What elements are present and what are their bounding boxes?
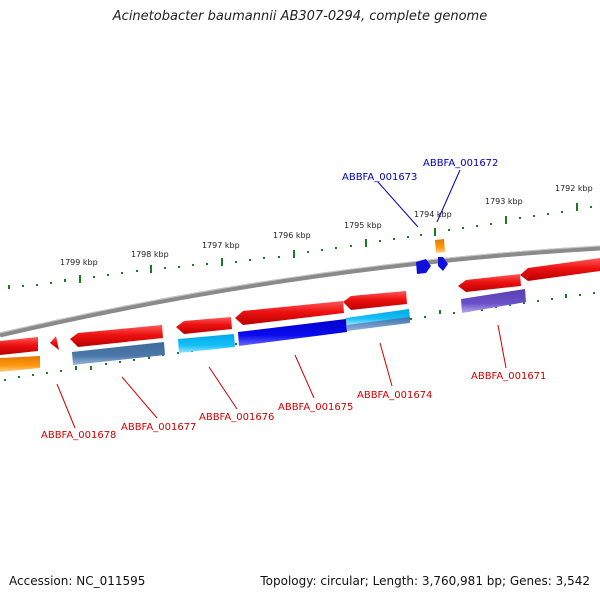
outer-scale-ticks xyxy=(8,203,592,289)
gene-label-ABBFA_001674: ABBFA_001674 xyxy=(357,390,432,401)
feature-bar-cyan-001676 xyxy=(178,334,235,353)
forward-strand-genes xyxy=(0,258,600,355)
gene-label-ABBFA_001675: ABBFA_001675 xyxy=(278,402,353,413)
feature-bar-cyan-001674 xyxy=(346,309,410,325)
feature-bar-orange-left xyxy=(0,356,40,372)
gene-arrow-ABBFA_001677[interactable] xyxy=(70,325,163,347)
gene-arrow-ABBFA_001671-part-a[interactable] xyxy=(458,274,521,292)
tick-label-1793: 1793 kbp xyxy=(485,197,523,206)
feature-bar-slate-001674 xyxy=(347,317,410,331)
gene-label-ABBFA_001678: ABBFA_001678 xyxy=(41,430,116,441)
feature-bar-violet-001671 xyxy=(461,289,526,313)
gene-arrow-ABBFA_001676[interactable] xyxy=(176,317,232,334)
tick-label-1792: 1792 kbp xyxy=(555,184,593,193)
gene-arrow-ABBFA_001672[interactable] xyxy=(438,257,448,271)
gene-label-ABBFA_001673: ABBFA_001673 xyxy=(342,172,417,183)
accession-text: Accession: NC_011595 xyxy=(9,574,146,588)
genome-backbone-highlight xyxy=(0,245,600,334)
tick-label-1799: 1799 kbp xyxy=(60,258,98,267)
feature-bar-blue-001675 xyxy=(238,319,347,346)
gene-arrow-ABBFA_001678-part-a[interactable] xyxy=(0,337,38,355)
gene-arrow-ABBFA_001671-part-b[interactable] xyxy=(520,258,600,281)
gene-label-ABBFA_001676: ABBFA_001676 xyxy=(199,412,274,423)
gene-arrow-ABBFA_001673[interactable] xyxy=(416,259,431,274)
gene-label-ABBFA_001677: ABBFA_001677 xyxy=(121,422,196,433)
gene-arrow-ABBFA_001678-part-b[interactable] xyxy=(50,336,59,350)
gene-arrow-ABBFA_001675[interactable] xyxy=(235,301,344,325)
tick-label-1795: 1795 kbp xyxy=(344,221,382,230)
gene-label-ABBFA_001672: ABBFA_001672 xyxy=(423,158,498,169)
tick-label-1794: 1794 kbp xyxy=(414,210,452,219)
feature-bars xyxy=(0,289,526,372)
label-leader-lines xyxy=(56,169,507,429)
tick-label-1796: 1796 kbp xyxy=(273,231,311,240)
tick-label-1797: 1797 kbp xyxy=(202,241,240,250)
reverse-strand-genes xyxy=(416,239,448,274)
feature-bar-orange-001672 xyxy=(435,239,445,253)
feature-bar-steel-001677 xyxy=(72,342,165,365)
genome-backbone xyxy=(0,245,600,338)
gene-arrow-ABBFA_001674[interactable] xyxy=(343,291,407,310)
genome-summary-text: Topology: circular; Length: 3,760,981 bp… xyxy=(260,574,590,588)
map-title: Acinetobacter baumannii AB307-0294, comp… xyxy=(112,9,488,24)
tick-label-1798: 1798 kbp xyxy=(131,250,169,259)
gene-label-ABBFA_001671: ABBFA_001671 xyxy=(471,371,546,382)
